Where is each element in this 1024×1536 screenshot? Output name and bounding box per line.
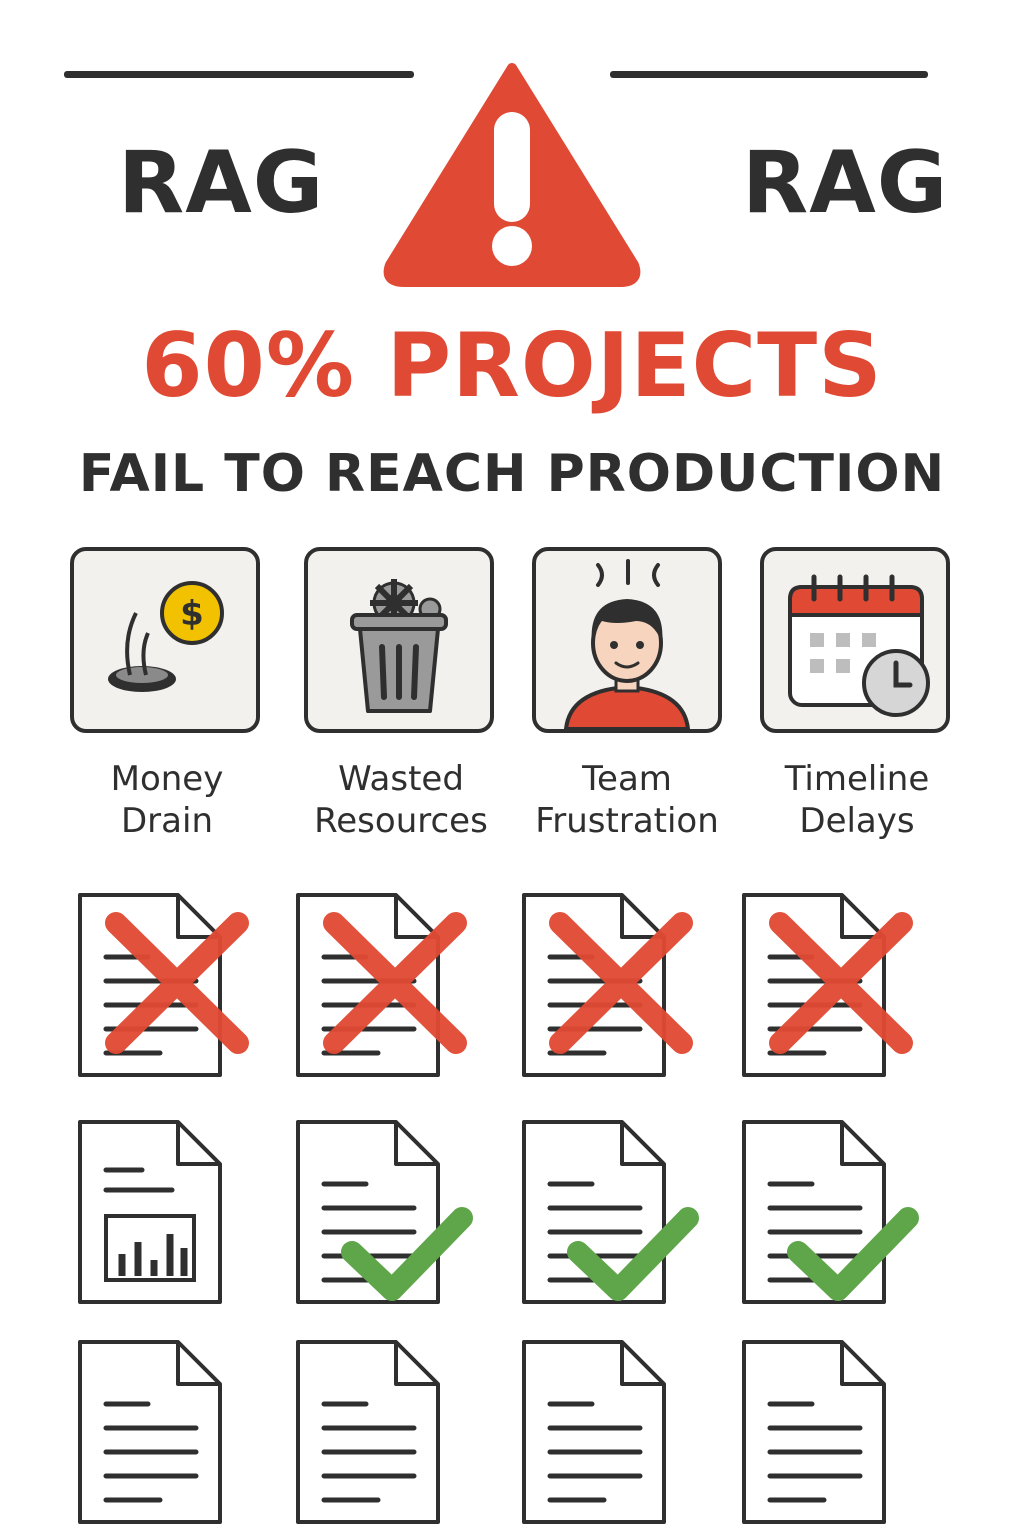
money-drain-icon: $ [108,581,224,692]
red-x-icon [769,912,913,1054]
red-x-icon [323,912,467,1054]
document-icon [522,1120,699,1304]
impact-tile-team-frustration [532,547,722,733]
green-check-icon [567,1207,699,1301]
red-x-icon [105,912,249,1054]
trash-can-gear-icon [350,579,448,713]
document-icon [78,893,249,1077]
headline-stat: 60% PROJECTS [141,314,883,417]
document-failed [742,893,922,1083]
caption-line: Resources [314,801,488,841]
calendar-clock-icon [788,574,930,717]
warning-triangle-icon [383,63,641,287]
impact-tile-timeline-delays [760,547,950,733]
document-icon [296,1120,473,1304]
frustrated-person-icon [563,559,691,729]
caption-line: Timeline [784,759,930,799]
document-icon [742,1340,886,1524]
document-icon [78,1120,222,1304]
document-pending [78,1340,258,1530]
document-succeeded [522,1120,702,1310]
document-pending [522,1340,702,1530]
impact-tile-money-drain: $ [70,547,260,733]
document-icon [296,893,467,1077]
document-icon [296,1340,440,1524]
caption-line: Team [582,759,672,799]
document-icon [742,1120,919,1304]
document-pending [296,1340,476,1530]
impact-caption-team-frustration: Team Frustration [512,758,742,842]
header-rule-right [610,71,928,78]
caption-line: Delays [799,801,915,841]
impact-caption-wasted-resources: Wasted Resources [286,758,516,842]
rag-label-right: RAG [742,133,949,233]
impact-caption-money-drain: Money Drain [52,758,282,842]
document-failed [78,893,258,1083]
document-pending [78,1120,258,1310]
document-succeeded [296,1120,476,1310]
document-icon [742,893,913,1077]
green-check-icon [787,1207,919,1301]
document-succeeded [742,1120,922,1310]
svg-text:$: $ [180,594,204,634]
document-icon [522,893,693,1077]
rag-label-left: RAG [118,133,325,233]
header-rule-left [64,71,414,78]
headline-subtitle: FAIL TO REACH PRODUCTION [78,444,946,504]
document-icon [78,1340,222,1524]
impact-caption-timeline-delays: Timeline Delays [742,758,972,842]
caption-line: Money [110,759,224,799]
caption-line: Drain [121,801,213,841]
document-icon [522,1340,666,1524]
caption-line: Wasted [338,759,464,799]
caption-line: Frustration [535,801,719,841]
green-check-icon [341,1207,473,1301]
document-pending [742,1340,922,1530]
red-x-icon [549,912,693,1054]
impact-tile-wasted-resources [304,547,494,733]
document-failed [522,893,702,1083]
document-failed [296,893,476,1083]
